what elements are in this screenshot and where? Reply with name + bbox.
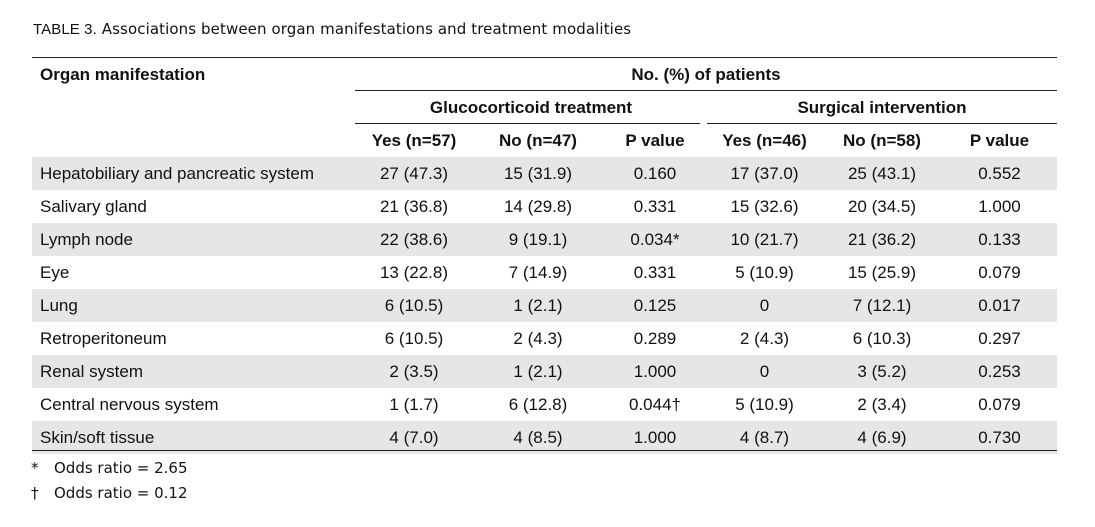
cell-gc-p: 0.331 [633, 263, 677, 282]
table-bottom-rule [32, 450, 1057, 451]
cell-gc-p: 1.000 [633, 428, 677, 447]
cell-gc-yes: 1 (1.7) [389, 395, 439, 414]
col-header-gc-p: P value [625, 131, 685, 150]
cell-sx-yes: 17 (37.0) [730, 164, 799, 183]
footnote-text: Odds ratio = 2.65 [54, 459, 188, 477]
spanner-header: No. (%) of patients [631, 65, 781, 84]
group-header-glucocorticoid: Glucocorticoid treatment [429, 98, 633, 117]
cell-gc-yes: 6 (10.5) [384, 329, 444, 348]
cell-sx-yes: 5 (10.9) [735, 263, 794, 282]
cell-gc-no: 14 (29.8) [503, 197, 573, 216]
table-row: Eye 13 (22.8) 7 (14.9) 0.331 5 (10.9) 15 (25.… [32, 256, 1057, 289]
cell-gc-yes: 2 (3.5) [389, 362, 439, 381]
cell-sx-p: 0.552 [978, 164, 1021, 183]
footnote-text: Odds ratio = 0.12 [54, 484, 188, 502]
cell-gc-no: 2 (4.3) [513, 329, 563, 348]
cell-sx-yes: 0 [759, 296, 770, 315]
cell-sx-no: 25 (43.1) [847, 164, 917, 183]
cell-sx-p: 0.017 [978, 296, 1021, 315]
cell-gc-no: 6 (12.8) [508, 395, 568, 414]
table-row: Lymph node 22 (38.6) 9 (19.1) 0.034* 10 (21.… [32, 223, 1057, 256]
cell-sx-yes: 5 (10.9) [735, 395, 794, 414]
group-rule-glucocorticoid [355, 123, 700, 124]
table-row: Salivary gland 21 (36.8) 14 (29.8) 0.331 15 … [32, 190, 1057, 223]
cell-sx-no: 3 (5.2) [857, 362, 907, 381]
footnote-symbol: † [31, 484, 39, 502]
cell-sx-no: 20 (34.5) [847, 197, 917, 216]
table-row: Hepatobiliary and pancreatic system 27 (4… [32, 157, 1057, 190]
cell-gc-no: 15 (31.9) [503, 164, 573, 183]
cell-gc-p: 0.044† [629, 395, 681, 414]
row-label: Renal system [40, 362, 143, 381]
row-label: Central nervous system [40, 395, 219, 414]
cell-gc-p: 0.034* [630, 230, 680, 249]
table-row: Central nervous system 1 (1.7) 6 (12.8) 0.0… [32, 388, 1057, 421]
row-label: Hepatobiliary and pancreatic system [40, 164, 315, 183]
table-top-rule [32, 57, 1057, 58]
cell-gc-p: 0.160 [633, 164, 677, 183]
cell-sx-yes: 0 [759, 362, 770, 381]
footnote-2: † Odds ratio = 0.12 [31, 484, 188, 502]
footnote-symbol: * [31, 459, 39, 477]
row-label: Lymph node [40, 230, 133, 249]
cell-gc-p: 0.289 [633, 329, 677, 348]
table-number: TABLE 3. [33, 21, 97, 38]
cell-sx-p: 0.079 [978, 263, 1021, 282]
row-label: Eye [40, 263, 70, 282]
cell-sx-p: 0.730 [978, 428, 1021, 447]
cell-sx-yes: 4 (8.7) [739, 428, 790, 447]
cell-gc-p: 0.125 [633, 296, 677, 315]
cell-gc-yes: 6 (10.5) [384, 296, 444, 315]
cell-sx-no: 21 (36.2) [847, 230, 917, 249]
table-title: Associations between organ manifestation… [101, 20, 632, 38]
cell-gc-yes: 21 (36.8) [379, 197, 449, 216]
col-header-sx-p: P value [969, 131, 1030, 150]
cell-sx-p: 0.297 [978, 329, 1021, 348]
cell-sx-no: 4 (6.9) [857, 428, 907, 447]
cell-sx-p: 0.253 [978, 362, 1021, 381]
col-header-sx-yes: Yes (n=46) [722, 131, 807, 150]
table-caption: TABLE 3. Associations between organ mani… [33, 20, 631, 38]
row-label: Retroperitoneum [40, 329, 167, 348]
cell-gc-no: 1 (2.1) [513, 362, 563, 381]
cell-sx-p: 1.000 [978, 197, 1021, 216]
row-label-header: Organ manifestation [40, 65, 206, 84]
row-label: Lung [40, 296, 78, 315]
cell-sx-p: 0.079 [978, 395, 1021, 414]
group-rule-surgical [707, 123, 1057, 124]
footnote-1: * Odds ratio = 2.65 [31, 459, 188, 477]
cell-sx-yes: 15 (32.6) [730, 197, 799, 216]
group-header-surgical: Surgical intervention [797, 98, 967, 117]
cell-sx-yes: 10 (21.7) [730, 230, 799, 249]
col-header-sx-no: No (n=58) [843, 131, 921, 150]
cell-gc-yes: 27 (47.3) [379, 164, 449, 183]
col-header-gc-no: No (n=47) [499, 131, 577, 150]
table-row: Retroperitoneum 6 (10.5) 2 (4.3) 0.289 2 (4.… [32, 322, 1057, 355]
cell-sx-no: 15 (25.9) [847, 263, 917, 282]
table-row: Renal system 2 (3.5) 1 (2.1) 1.000 0 3 (5.2) 0… [32, 355, 1057, 388]
table-row: Skin/soft tissue 4 (7.0) 4 (8.5) 1.000 4 (8.… [32, 421, 1057, 454]
row-label: Salivary gland [40, 197, 147, 216]
cell-gc-p: 0.331 [633, 197, 677, 216]
table-row: Lung 6 (10.5) 1 (2.1) 0.125 0 7 (12.1) 0.017 [32, 289, 1057, 322]
cell-sx-p: 0.133 [978, 230, 1021, 249]
spanner-rule [355, 90, 1057, 91]
cell-sx-no: 2 (3.4) [857, 395, 907, 414]
cell-gc-p: 1.000 [633, 362, 677, 381]
col-header-gc-yes: Yes (n=57) [371, 131, 457, 150]
cell-sx-no: 7 (12.1) [852, 296, 912, 315]
row-label: Skin/soft tissue [40, 428, 155, 447]
cell-sx-no: 6 (10.3) [852, 329, 912, 348]
cell-gc-no: 9 (19.1) [508, 230, 568, 249]
cell-gc-yes: 22 (38.6) [379, 230, 449, 249]
cell-gc-yes: 13 (22.8) [379, 263, 449, 282]
cell-gc-no: 7 (14.9) [508, 263, 568, 282]
cell-gc-no: 1 (2.1) [513, 296, 563, 315]
cell-gc-yes: 4 (7.0) [389, 428, 439, 447]
cell-sx-yes: 2 (4.3) [739, 329, 790, 348]
cell-gc-no: 4 (8.5) [513, 428, 563, 447]
